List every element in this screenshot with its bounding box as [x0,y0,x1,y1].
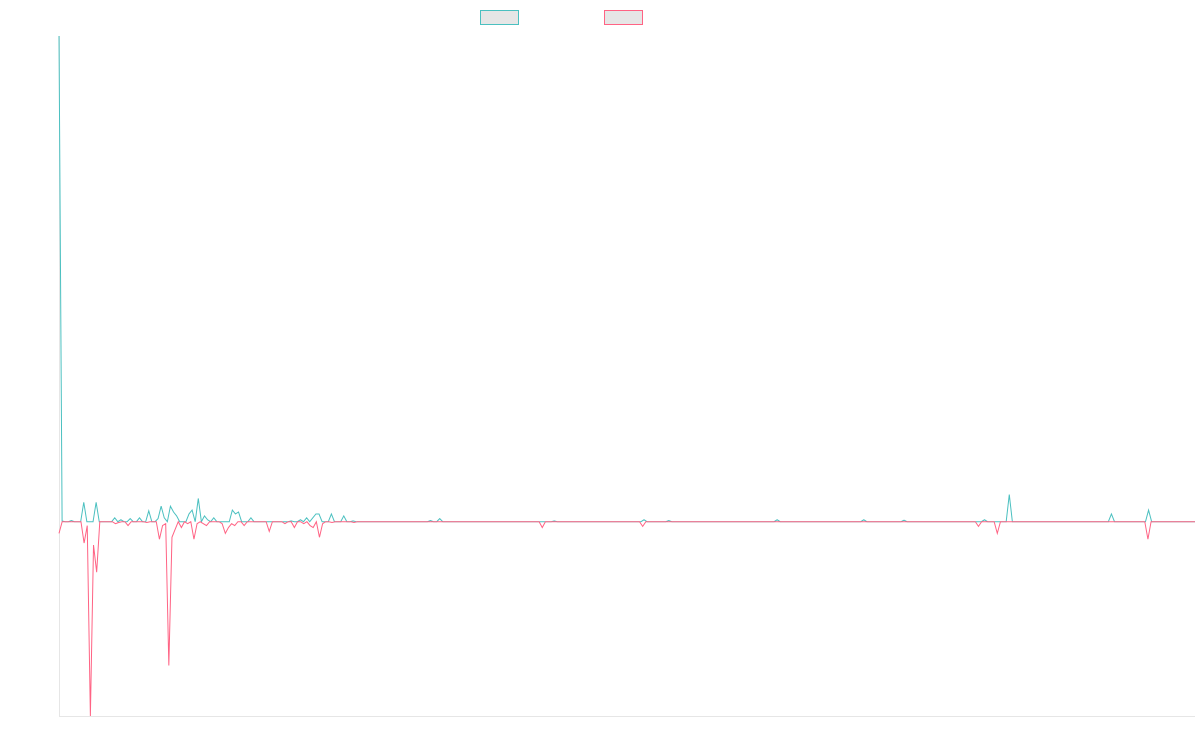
legend-item-series-2[interactable] [604,9,649,26]
series-layer [58,35,1195,717]
legend-swatch-series-1 [480,10,519,25]
series-line-2 [58,520,1195,717]
chart-legend [0,0,1200,30]
legend-item-series-1[interactable] [480,9,525,26]
legend-swatch-series-2 [604,10,643,25]
series-line-1 [58,35,1195,524]
